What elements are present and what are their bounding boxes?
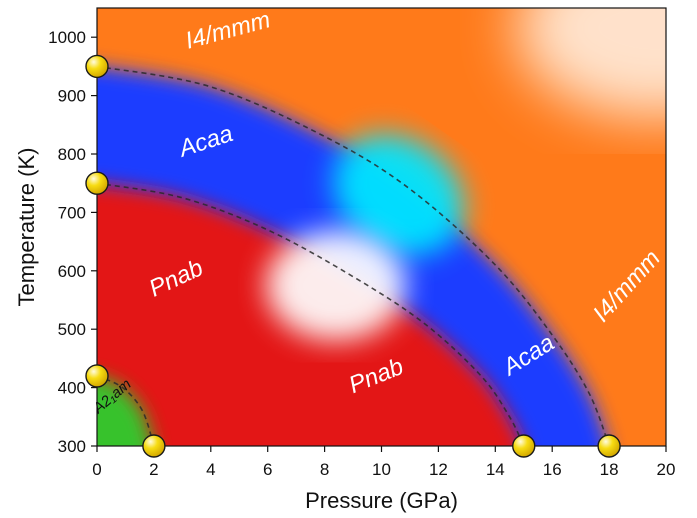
y-tick-label: 1000 [48,28,86,47]
region-highlight-pnab [265,230,406,341]
region-fill-a21am [97,375,154,446]
y-tick-label: 300 [58,437,86,456]
transition-point [85,54,109,79]
x-tick-label: 18 [600,460,619,479]
plot-background [97,8,666,446]
y-tick-label: 800 [58,145,86,164]
transition-point [142,434,166,458]
transition-point [85,171,109,195]
x-tick-label: 16 [543,460,562,479]
boundary-pnab-acaa [97,182,525,446]
region-highlight-acaa [333,134,465,256]
x-tick-label: 0 [92,460,101,479]
x-tick-label: 12 [429,460,448,479]
region-highlight-i4mmm [516,8,666,118]
x-tick-label: 10 [372,460,391,479]
boundary-a2-1am-pnab [97,375,155,446]
x-tick-label: 8 [320,460,329,479]
transition-points [85,54,621,458]
y-tick-label: 500 [58,320,86,339]
transition-point [512,434,536,458]
x-tick-label: 2 [149,460,158,479]
boundary-acaa-i4-mmm [97,65,610,446]
x-tick-label: 14 [486,460,505,479]
y-tick-label: 400 [58,379,86,398]
x-axis-title: Pressure (GPa) [305,488,458,513]
x-tick-label: 6 [263,460,272,479]
axes: 0 2 4 6 8 10 12 14 16 18 20 300 400 500 600 700 800 900 10… [48,28,675,479]
y-tick-label: 600 [58,262,86,281]
transition-point [85,364,109,388]
y-tick-label: 900 [58,87,86,106]
y-axis-title: Temperature (K) [14,148,39,307]
phase-boundaries [97,65,610,446]
y-tick-label: 700 [58,203,86,222]
transition-point [597,434,621,458]
x-tick-label: 20 [657,460,676,479]
x-tick-label: 4 [206,460,215,479]
